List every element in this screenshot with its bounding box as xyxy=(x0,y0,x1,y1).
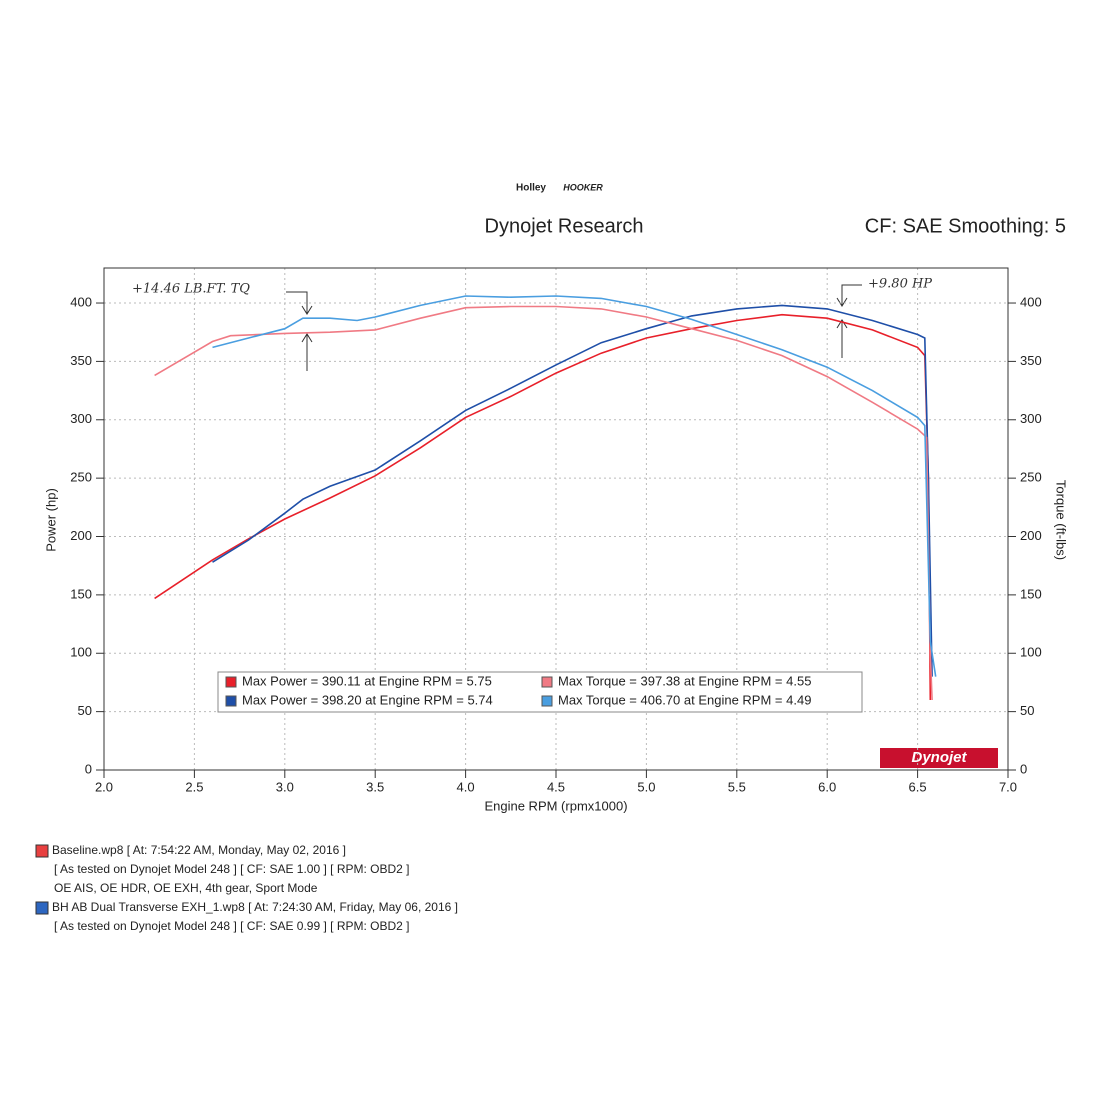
legend-label: Max Torque = 397.38 at Engine RPM = 4.55 xyxy=(558,673,811,688)
x-tick-label: 7.0 xyxy=(999,779,1017,794)
legend-label: Max Torque = 406.70 at Engine RPM = 4.49 xyxy=(558,692,811,707)
y2-tick-label: 50 xyxy=(1020,703,1034,718)
legend-swatch xyxy=(541,695,553,707)
x-tick-label: 4.5 xyxy=(547,779,565,794)
brand-badge xyxy=(880,748,998,768)
legend-label: Max Power = 398.20 at Engine RPM = 5.74 xyxy=(242,692,493,707)
x-tick-label: 5.0 xyxy=(637,779,655,794)
run-detail: OE AIS, OE HDR, OE EXH, 4th gear, Sport … xyxy=(54,881,318,895)
run-file: BH AB Dual Transverse EXH_1.wp8 [ At: 7:… xyxy=(52,900,458,914)
y-tick-label: 50 xyxy=(78,703,92,718)
legend-swatch xyxy=(225,676,237,688)
x-tick-label: 6.0 xyxy=(818,779,836,794)
legend-swatch xyxy=(541,676,553,688)
x-tick-label: 6.5 xyxy=(909,779,927,794)
run-detail: [ As tested on Dynojet Model 248 ] [ CF:… xyxy=(54,862,410,876)
legend xyxy=(217,671,863,713)
y2-tick-label: 0 xyxy=(1020,761,1027,776)
chart-subtitle: CF: SAE Smoothing: 5 xyxy=(865,215,1066,237)
logo: HOOKER xyxy=(563,182,603,192)
data-line xyxy=(154,313,932,701)
y2-tick-label: 400 xyxy=(1020,294,1042,309)
x-axis-label: Engine RPM (rpmx1000) xyxy=(484,798,627,813)
run-file: Baseline.wp8 [ At: 7:54:22 AM, Monday, M… xyxy=(52,843,346,857)
y-tick-label: 100 xyxy=(70,645,92,660)
y-axis-label: Power (hp) xyxy=(43,488,58,552)
data-line xyxy=(154,305,933,701)
x-tick-label: 3.0 xyxy=(276,779,294,794)
annotation-arrows xyxy=(286,284,862,371)
annotation: +14.46 LB.FT. TQ xyxy=(132,282,250,297)
x-tick-label: 5.5 xyxy=(728,779,746,794)
plot-frame xyxy=(103,267,1009,771)
run-detail: [ As tested on Dynojet Model 248 ] [ CF:… xyxy=(54,919,410,933)
y-tick-label: 250 xyxy=(70,470,92,485)
x-tick-label: 2.0 xyxy=(95,779,113,794)
data-line xyxy=(212,304,933,677)
y-tick-label: 300 xyxy=(70,411,92,426)
y-tick-label: 0 xyxy=(85,761,92,776)
run-swatch xyxy=(35,901,49,915)
annotation: +9.80 HP xyxy=(868,277,932,292)
legend-label: Max Power = 390.11 at Engine RPM = 5.75 xyxy=(242,673,492,688)
brand: Dynojet xyxy=(911,749,967,766)
logo: Holley xyxy=(516,183,546,194)
legend-swatch xyxy=(225,695,237,707)
x-tick-label: 3.5 xyxy=(366,779,384,794)
y-tick-label: 150 xyxy=(70,586,92,601)
y2-axis-label: Torque (ft-lbs) xyxy=(1054,480,1069,560)
y-tick-label: 400 xyxy=(70,294,92,309)
y2-tick-label: 150 xyxy=(1020,586,1042,601)
y2-tick-label: 250 xyxy=(1020,470,1042,485)
x-tick-label: 4.0 xyxy=(457,779,475,794)
y-tick-label: 200 xyxy=(70,528,92,543)
y2-tick-label: 350 xyxy=(1020,353,1042,368)
data-line xyxy=(212,295,937,677)
y2-tick-label: 300 xyxy=(1020,411,1042,426)
x-tick-label: 2.5 xyxy=(185,779,203,794)
y-tick-label: 350 xyxy=(70,353,92,368)
chart-title: Dynojet Research xyxy=(485,215,644,237)
run-swatch xyxy=(35,844,49,858)
y2-tick-label: 100 xyxy=(1020,645,1042,660)
y2-tick-label: 200 xyxy=(1020,528,1042,543)
